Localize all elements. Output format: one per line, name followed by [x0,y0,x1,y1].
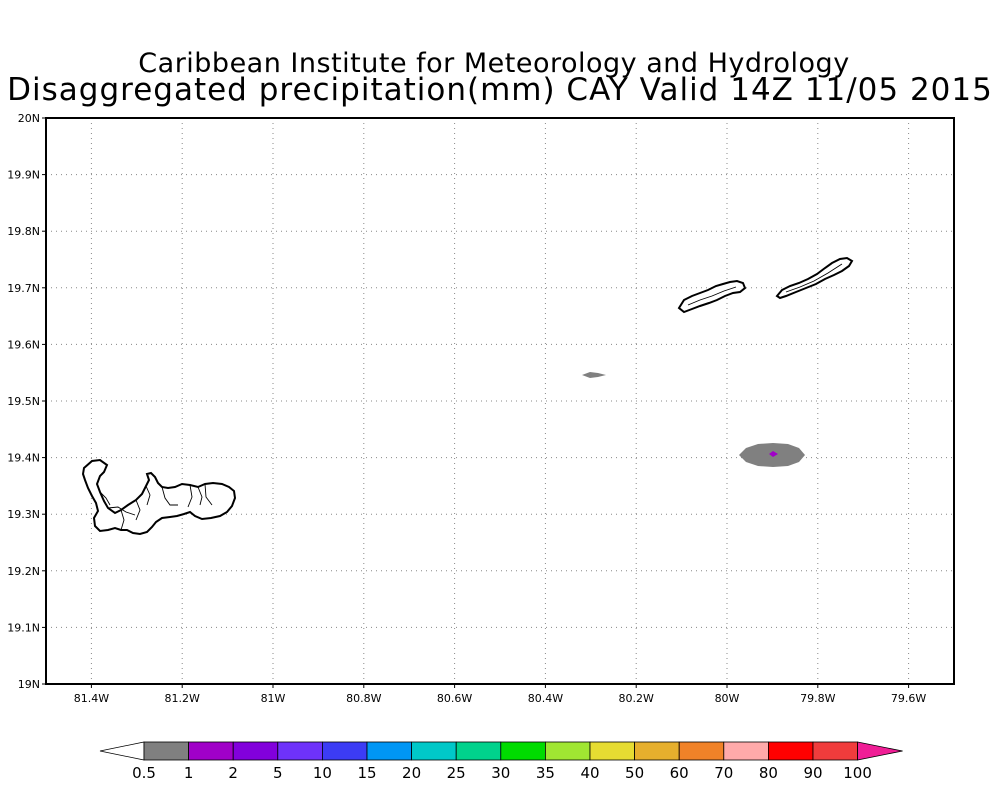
colorbar-label: 50 [625,764,644,782]
colorbar-segment [277,741,323,761]
colorbar-label: 10 [313,764,332,782]
colorbar-segment [411,741,457,761]
colorbar-label: 5 [273,764,283,782]
colorbar-label: 40 [580,764,599,782]
cayman-brac-inner-line [785,263,843,293]
map-title-institute: Caribbean Institute for Meteorology and … [138,48,850,79]
colorbar-segment [232,741,279,761]
colorbar-label: 30 [491,764,510,782]
district-boundaries [99,483,213,531]
colorbar-label: 25 [447,764,466,782]
little-cayman-inner-line [687,286,737,306]
map-frame [45,117,955,685]
colorbar-label: 20 [402,764,421,782]
colorbar-segment [366,741,412,761]
colorbar-segment [589,741,635,761]
lat-label: 19.4N [7,452,40,465]
lat-label: 19.5N [7,395,40,408]
lon-label: 80.8W [346,692,381,705]
lat-label: 19.2N [7,565,40,578]
lon-label: 79.6W [891,692,926,705]
lat-label: 19.9N [7,169,40,182]
lon-label: 81.2W [165,692,200,705]
islands-layer [81,256,854,536]
lon-label: 80W [715,692,740,705]
latitude-labels: 20N 19.9N 19.8N 19.7N 19.6N 19.5N 19.4N 19.3N 19… [7,112,46,691]
colorbar-segment [455,741,502,761]
colorbar-segment [634,741,680,761]
lat-label: 20N [18,112,40,125]
lat-label: 19.7N [7,282,40,295]
colorbar-label: 100 [843,764,872,782]
colorbar-segment [99,741,145,761]
colorbar-label: 70 [714,764,733,782]
longitude-labels: 81.4W 81.2W 81W 80.8W 80.6W 80.4W 80.2W 80W 79.8… [74,684,926,705]
lon-label: 80.4W [528,692,563,705]
colorbar-segment [678,741,725,761]
colorbar-segment [500,741,546,761]
colorbar-label: 2 [228,764,238,782]
precip-layer [582,372,805,467]
colorbar: 0.5 1 2 5 10 15 20 25 30 35 40 50 60 70 80 90 100 [99,741,903,782]
precip-cell-small [582,372,606,378]
colorbar-label: 15 [357,764,376,782]
precip-cell-core [769,451,778,457]
colorbar-segment [545,741,591,761]
grid-lines [46,118,954,684]
colorbar-label: 90 [803,764,822,782]
colorbar-segment [321,741,368,761]
colorbar-label: 35 [536,764,555,782]
lon-label: 79.8W [800,692,835,705]
colorbar-label: 1 [184,764,194,782]
lat-label: 19.6N [7,338,40,351]
colorbar-segment [857,741,903,761]
colorbar-segment [143,741,189,761]
lon-label: 81W [261,692,286,705]
colorbar-segment [723,741,769,761]
island-cayman-brac [775,256,854,300]
island-little-cayman [677,279,747,314]
lon-label: 80.6W [437,692,472,705]
island-grand-cayman [81,458,237,536]
colorbar-segment [812,741,858,761]
map-title-product: Disaggregated precipitation(mm) CAY Vali… [7,72,993,108]
colorbar-segment [188,741,234,761]
lat-label: 19.1N [7,621,40,634]
colorbar-label: 60 [670,764,689,782]
colorbar-label: 0.5 [132,764,156,782]
lon-label: 81.4W [74,692,109,705]
colorbar-segment [768,741,814,761]
lat-label: 19N [18,678,40,691]
lat-label: 19.8N [7,225,40,238]
colorbar-label: 80 [759,764,778,782]
lon-label: 80.2W [619,692,654,705]
lat-label: 19.3N [7,508,40,521]
